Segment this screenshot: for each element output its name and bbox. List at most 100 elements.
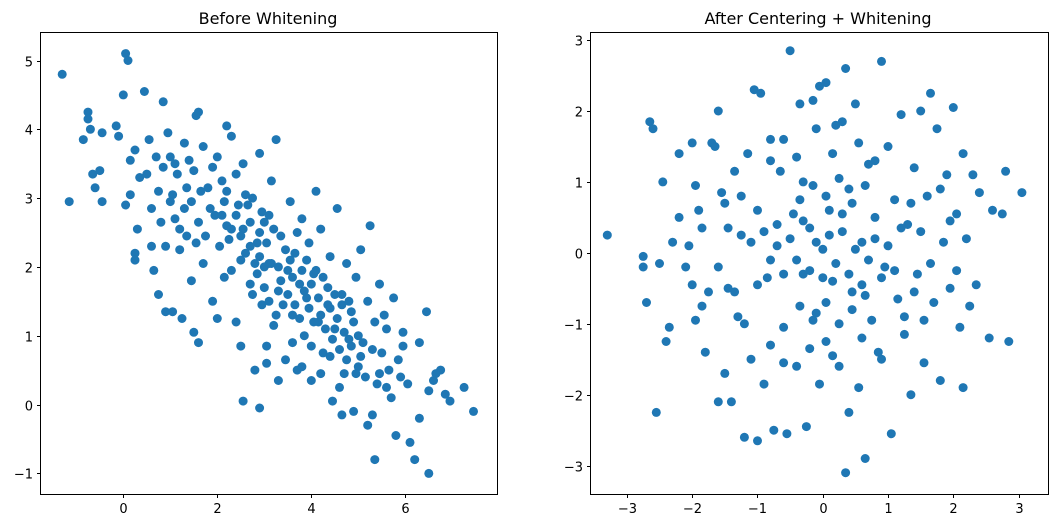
scatter-point-after	[661, 337, 671, 346]
scatter-point-after	[658, 177, 668, 187]
scatter-point-before	[330, 324, 340, 334]
scatter-point-after	[674, 149, 684, 159]
scatter-point-after	[808, 181, 818, 190]
scatter-point-after	[1001, 166, 1011, 176]
scatter-point-before	[297, 362, 307, 372]
scatter-point-after	[971, 280, 981, 290]
scatter-point-before	[393, 355, 403, 365]
y-tick-label-after: −2	[564, 390, 583, 405]
scatter-point-after	[883, 142, 893, 151]
scatter-point-after	[746, 354, 756, 364]
y-tick-label-before: 4	[25, 124, 33, 139]
scatter-point-before	[147, 204, 156, 213]
scatter-point-after	[697, 301, 707, 311]
scatter-point-before	[295, 314, 305, 323]
scatter-point-after	[890, 266, 900, 276]
scatter-point-before	[196, 186, 206, 196]
scatter-point-after	[837, 227, 847, 237]
scatter-point-after	[717, 188, 727, 198]
scatter-point-after	[844, 269, 854, 279]
scatter-point-after	[922, 191, 932, 201]
scatter-point-after	[988, 205, 997, 215]
scatter-point-before	[353, 362, 363, 372]
scatter-point-before	[273, 376, 283, 385]
scatter-point-after	[766, 255, 775, 265]
scatter-point-before	[320, 324, 330, 334]
x-tick-label-after: −3	[618, 502, 637, 517]
x-tick-label-after: −2	[683, 502, 702, 517]
scatter-point-before	[398, 341, 408, 351]
scatter-point-after	[801, 422, 811, 432]
x-tick-label-after: 0	[819, 502, 827, 517]
scatter-point-before	[306, 279, 316, 289]
scatter-point-before	[290, 248, 300, 258]
scatter-point-before	[203, 183, 213, 193]
scatter-point-before	[130, 255, 140, 265]
scatter-point-before	[198, 259, 208, 268]
scatter-point-after	[766, 134, 775, 144]
scatter-point-after	[899, 329, 909, 339]
scatter-point-before	[311, 265, 321, 275]
scatter-point-before	[297, 214, 307, 224]
scatter-point-after	[860, 290, 870, 300]
scatter-point-after	[785, 46, 795, 56]
scatter-point-after	[700, 347, 710, 357]
scatter-point-after	[710, 142, 720, 151]
scatter-point-after	[821, 191, 831, 201]
scatter-point-after	[805, 344, 815, 354]
scatter-point-after	[713, 262, 723, 272]
scatter-point-after	[883, 241, 893, 251]
scatter-point-before	[445, 396, 455, 406]
scatter-point-after	[847, 198, 857, 208]
scatter-point-before	[182, 183, 192, 193]
scatter-point-after	[909, 287, 919, 297]
y-tick-label-before: 3	[25, 193, 33, 208]
scatter-point-before	[168, 190, 178, 200]
scatter-point-after	[779, 322, 789, 332]
scatter-point-after	[974, 188, 984, 198]
scatter-point-before	[208, 296, 218, 306]
scatter-point-before	[219, 197, 229, 207]
scatter-point-before	[156, 217, 166, 227]
scatter-point-before	[410, 455, 420, 465]
scatter-point-after	[939, 237, 948, 247]
scatter-point-after	[779, 134, 789, 144]
scatter-point-before	[389, 293, 399, 303]
scatter-point-before	[344, 334, 354, 344]
scatter-point-before	[264, 296, 274, 306]
scatter-point-after	[942, 170, 952, 180]
chart-title-after: After Centering + Whitening	[704, 9, 931, 28]
scatter-point-after	[828, 149, 838, 159]
scatter-point-after	[821, 78, 831, 88]
scatter-point-before	[377, 348, 387, 358]
scatter-point-before	[367, 410, 377, 420]
scatter-point-after	[906, 198, 916, 208]
scatter-point-after	[795, 301, 805, 311]
scatter-point-before	[370, 455, 380, 465]
scatter-point-before	[292, 228, 302, 237]
scatter-point-before	[57, 69, 67, 79]
scatter-point-before	[363, 296, 373, 306]
scatter-point-before	[233, 200, 243, 210]
scatter-panel-before: Before Whitening 0 2 4 6 −1 0 1 2 3 4 5	[14, 9, 498, 517]
scatter-point-before	[304, 303, 314, 313]
x-tick-label-before: 4	[307, 502, 315, 517]
scatter-point-after	[864, 255, 873, 265]
scatter-point-after	[828, 276, 838, 286]
scatter-point-before	[269, 320, 279, 330]
scatter-point-before	[262, 341, 272, 351]
scatter-point-after	[811, 308, 821, 318]
scatter-point-before	[182, 231, 192, 241]
scatter-point-before	[349, 406, 359, 416]
scatter-point-after	[798, 216, 808, 226]
scatter-point-before	[132, 224, 142, 234]
scatter-point-before	[304, 238, 314, 248]
scatter-point-before	[323, 283, 333, 293]
scatter-point-after	[642, 298, 651, 307]
scatter-point-before	[255, 252, 265, 262]
scatter-point-after	[854, 383, 864, 393]
scatter-point-before	[281, 245, 290, 255]
scatter-point-after	[893, 294, 903, 304]
scatter-point-after	[926, 259, 935, 268]
scatter-point-before	[414, 338, 424, 348]
